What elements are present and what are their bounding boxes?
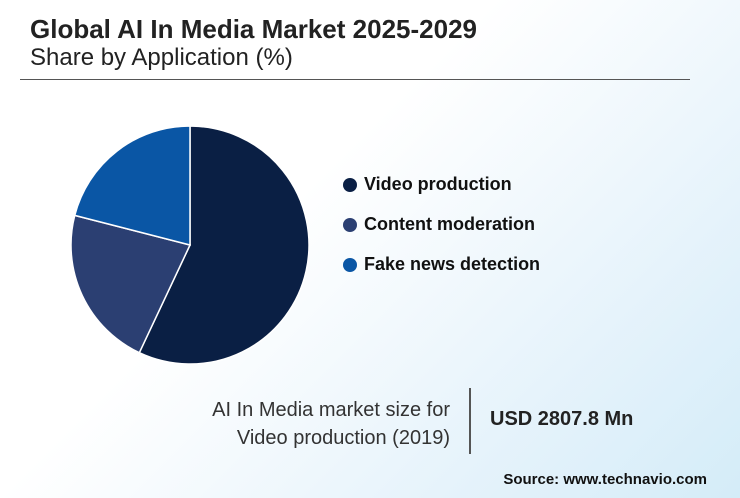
chart-title: Global AI In Media Market 2025-2029 bbox=[30, 14, 477, 44]
legend-label: Video production bbox=[364, 174, 512, 194]
legend-label: Fake news detection bbox=[364, 254, 540, 274]
legend-label: Content moderation bbox=[364, 214, 535, 234]
pie-slice bbox=[138, 125, 310, 365]
footnote-value: USD 2807.8 Mn bbox=[490, 408, 634, 430]
pie-slice bbox=[70, 214, 192, 354]
pie-slice bbox=[73, 125, 191, 246]
legend-marker bbox=[343, 218, 357, 232]
legend-marker bbox=[343, 178, 357, 192]
footnote-label: AI In Media market size for Video produc… bbox=[212, 396, 450, 452]
footnote-line: Video production (2019) bbox=[236, 427, 450, 449]
source: Source: www.technavio.com bbox=[503, 471, 707, 488]
chart-subtitle: Share by Application (%) bbox=[30, 44, 293, 71]
legend-marker bbox=[343, 258, 357, 272]
footnote-line: AI In Media market size for bbox=[212, 399, 450, 421]
separator bbox=[469, 388, 471, 454]
divider bbox=[20, 79, 690, 80]
